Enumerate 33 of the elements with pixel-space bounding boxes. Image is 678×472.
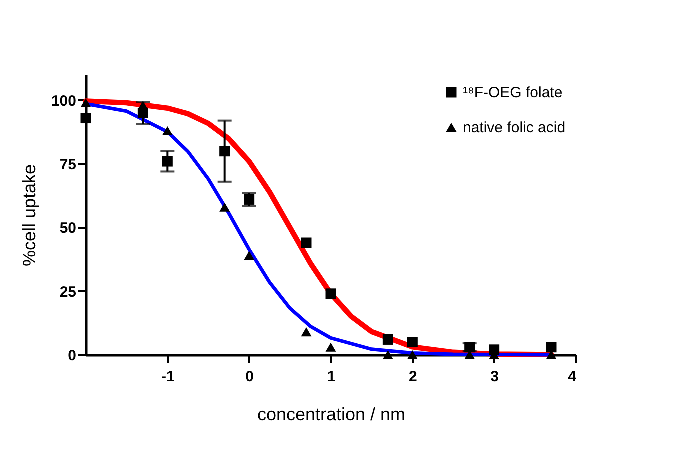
point [162,156,173,167]
x-tick-label: 3 [490,368,500,386]
x-axis-title: concentration / nm [257,404,406,424]
point [80,98,92,108]
y-tick-label: 100 [51,92,76,110]
x-tick-label: 4 [568,368,578,386]
x-tick-label: 2 [408,368,418,386]
point [80,113,92,124]
point [382,334,394,345]
x-tick-label: 0 [246,368,254,386]
y-tick-label: 0 [68,348,76,364]
point [326,342,336,352]
x-tick-label: 1 [327,368,336,386]
point [220,202,230,212]
point [138,101,148,110]
point [407,350,418,360]
y-axis-title: %cell uptake [19,164,40,267]
y-tick-label: 25 [60,284,76,301]
point [301,238,312,248]
point [162,126,173,136]
point [244,194,255,205]
point [301,328,312,337]
x-tick-label: -1 [161,368,175,386]
point [326,288,336,300]
legend-label: ¹⁸F-OEG folate [463,84,563,102]
point [220,146,230,157]
point [244,251,255,260]
point [382,350,394,360]
point [407,337,418,348]
y-tick-label: 75 [60,156,76,174]
y-tick-label: 50 [60,220,76,238]
legend-label: native folic acid [463,120,566,136]
point [546,342,557,353]
